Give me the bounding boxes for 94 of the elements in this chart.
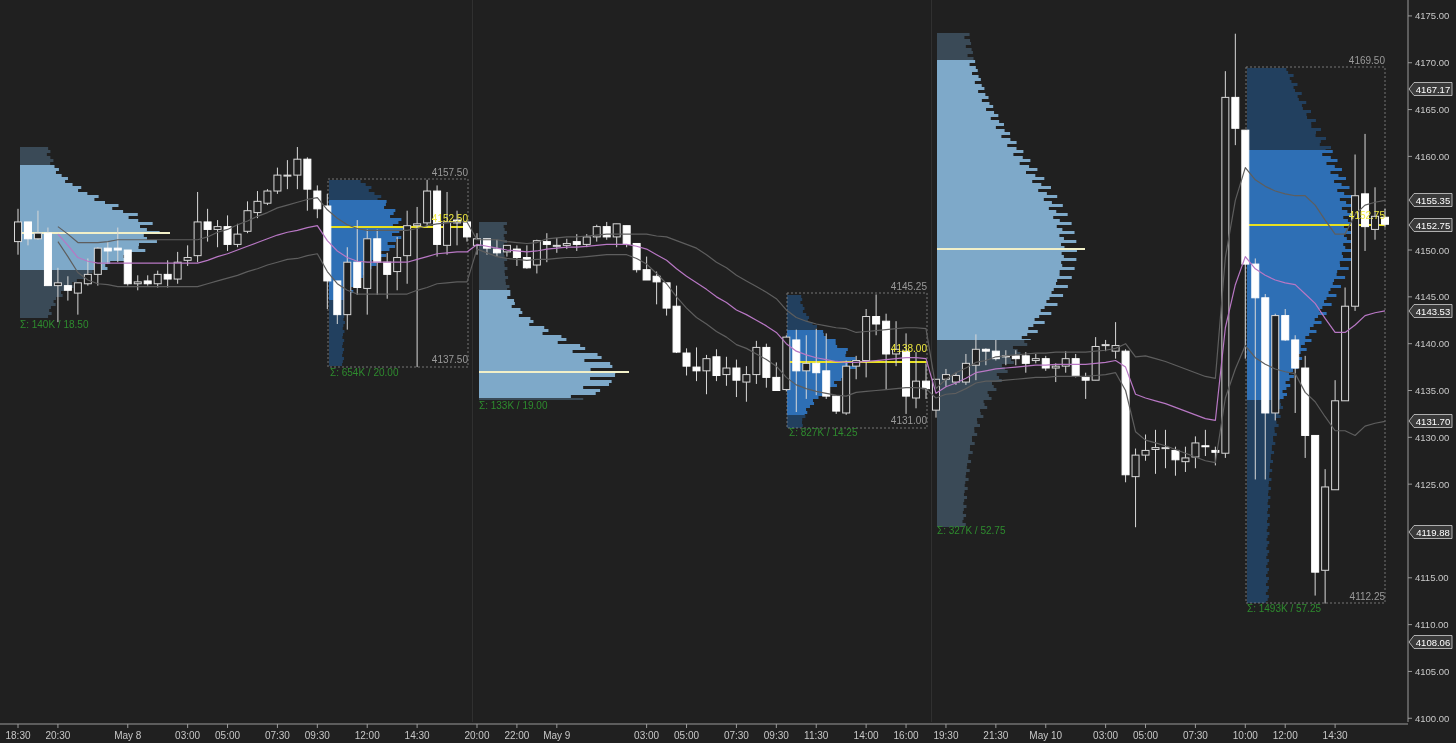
- y-tick-label: 4150.00: [1415, 244, 1450, 256]
- candlestick: [812, 328, 821, 396]
- x-tick-label: 05:00: [215, 730, 241, 741]
- y-tick-label: 4125.00: [1415, 478, 1450, 490]
- x-tick-label: 22:00: [504, 730, 530, 741]
- candlestick: [981, 347, 990, 366]
- x-tick-label: 14:30: [404, 730, 431, 741]
- candlestick: [702, 354, 711, 395]
- y-tick-label: 4170.00: [1415, 57, 1450, 69]
- y-tick-label: 4140.00: [1415, 338, 1450, 350]
- x-tick-label: 21:30: [983, 730, 1009, 741]
- x-tick-label: 14:30: [1322, 730, 1349, 741]
- x-tick-label: 12:00: [1272, 730, 1299, 741]
- candlestick: [213, 219, 222, 248]
- candlestick: [14, 208, 22, 256]
- line-series: [57, 167, 1386, 390]
- candlestick: [912, 351, 921, 409]
- text: 4155.35: [1415, 194, 1451, 206]
- text: 4152.75: [1415, 219, 1451, 231]
- candlestick: [383, 252, 392, 300]
- candlestick: [233, 223, 242, 248]
- y-tick-label: 4110.00: [1415, 619, 1449, 631]
- annotation: Σ: 827K / 14.25: [789, 427, 858, 438]
- x-tick-label: 03:00: [1093, 730, 1119, 741]
- candlestick: [183, 244, 192, 267]
- candlestick: [113, 227, 122, 263]
- candlestick: [393, 236, 402, 291]
- candlestick: [313, 184, 322, 219]
- text: 4108.06: [1415, 636, 1451, 648]
- annotation: 4145.25: [890, 281, 928, 292]
- x-tick-label: 09:30: [304, 730, 331, 741]
- annotation: Σ: 654K / 20.00: [330, 367, 399, 378]
- annotation: 4169.50: [1348, 55, 1386, 66]
- x-tick-label: 10:00: [1232, 730, 1259, 741]
- annotation: 4131.00: [890, 415, 928, 426]
- candlestick: [542, 232, 551, 263]
- x-tick-label: May 8: [114, 730, 142, 741]
- text: 4119.88: [1416, 526, 1450, 538]
- annotation: Σ: 1493K / 57.25: [1247, 603, 1322, 614]
- annotation: 4137.50: [431, 354, 469, 365]
- candlestick: [722, 356, 731, 387]
- x-tick-label: 11:30: [804, 730, 829, 741]
- candlestick: [23, 221, 32, 246]
- annotation: Σ: 133K / 19.00: [479, 400, 548, 411]
- x-tick-label: 03:00: [634, 730, 660, 741]
- x-tick-label: 14:00: [853, 730, 880, 741]
- y-tick-label: 4105.00: [1415, 665, 1450, 677]
- candlestick: [941, 368, 950, 388]
- annotation: Σ: 140K / 18.50: [20, 319, 89, 330]
- candlestick: [413, 206, 422, 368]
- candlestick: [373, 228, 382, 296]
- x-tick-label: 07:30: [723, 730, 750, 741]
- x-tick-label: 12:00: [354, 730, 381, 741]
- annotation: Σ: 327K / 52.75: [937, 525, 1006, 536]
- candlestick: [922, 362, 931, 400]
- x-tick-label: 19:30: [933, 730, 959, 741]
- annotation: 4112.25: [1349, 591, 1386, 602]
- x-tick-label: 20:30: [45, 730, 71, 741]
- candlestick: [173, 251, 182, 285]
- x-tick-label: 05:00: [674, 730, 700, 741]
- x-tick-label: 20:00: [464, 730, 490, 741]
- y-tick-label: 4130.00: [1415, 431, 1450, 443]
- x-tick-label: 05:00: [1133, 730, 1159, 741]
- candlestick: [872, 294, 881, 336]
- y-tick-label: 4165.00: [1415, 104, 1450, 116]
- x-tick-label: 09:30: [763, 730, 790, 741]
- line-series: [57, 241, 1386, 464]
- x-tick-label: 03:00: [175, 730, 201, 741]
- x-tick-label: 16:00: [893, 730, 919, 741]
- candlestick: [1051, 362, 1060, 383]
- x-tick-label: 07:30: [264, 730, 291, 741]
- y-tick-label: 4115.00: [1415, 572, 1449, 584]
- candlestick: [802, 334, 811, 400]
- candlestick: [73, 282, 82, 316]
- x-tick-label: 18:30: [5, 730, 31, 741]
- candlestick: [33, 210, 42, 241]
- annotation: 4138.00: [890, 343, 928, 354]
- y-tick-label: 4175.00: [1415, 10, 1450, 22]
- x-tick-label: May 10: [1029, 730, 1063, 741]
- candlestick: [492, 239, 501, 258]
- candlestick: [63, 275, 72, 302]
- y-tick-label: 4135.00: [1415, 385, 1450, 396]
- y-tick-label: 4160.00: [1415, 150, 1450, 162]
- candlestick: [1021, 351, 1030, 374]
- annotation: 4157.50: [431, 167, 469, 178]
- x-tick-label: May 9: [543, 730, 571, 741]
- text: 4167.17: [1415, 83, 1451, 95]
- text: 4143.53: [1415, 305, 1451, 317]
- y-tick-label: 4145.00: [1415, 291, 1450, 303]
- line-series: [57, 225, 1386, 422]
- y-tick-label: 4100.00: [1415, 712, 1450, 724]
- candlestick: [971, 333, 980, 381]
- text: 4131.70: [1415, 415, 1451, 427]
- x-tick-label: 07:30: [1182, 730, 1209, 741]
